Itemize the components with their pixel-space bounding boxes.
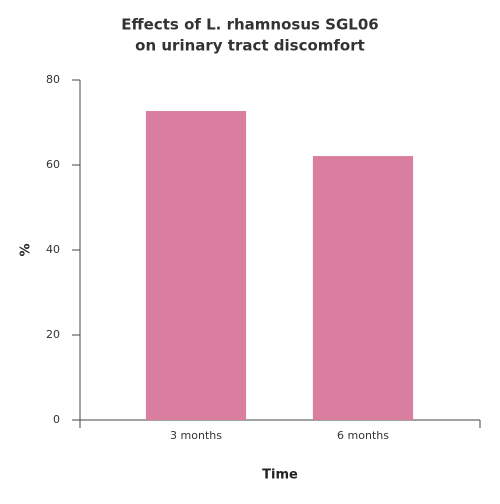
x-tick-label: 3 months [170, 429, 222, 442]
y-tick-label: 80 [46, 73, 60, 86]
chart-title: on urinary tract discomfort [135, 37, 365, 55]
x-axis-title: Time [262, 468, 298, 483]
x-tick-label: 6 months [337, 429, 389, 442]
y-tick-label: 20 [46, 328, 60, 341]
bar [145, 111, 247, 421]
y-axis-title: % [19, 243, 34, 256]
y-tick-label: 40 [46, 243, 60, 256]
y-tick-label: 0 [53, 413, 60, 426]
chart-title: Effects of L. rhamnosus SGL06 [121, 16, 378, 34]
y-tick-label: 60 [46, 158, 60, 171]
bar [312, 156, 414, 420]
